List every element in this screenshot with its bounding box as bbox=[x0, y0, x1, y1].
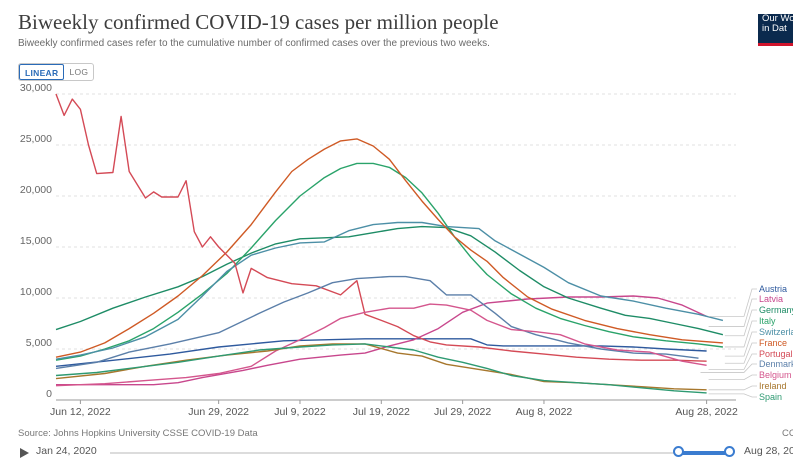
linear-scale-button[interactable]: LINEAR bbox=[19, 64, 65, 80]
series-line-italy bbox=[55, 162, 723, 361]
legend-label-latvia: Latvia bbox=[759, 294, 783, 304]
x-tick-label: Jun 29, 2022 bbox=[188, 406, 249, 418]
y-tick-label: 25,000 bbox=[20, 133, 52, 145]
series-line-germany bbox=[55, 225, 724, 336]
play-icon[interactable] bbox=[20, 448, 29, 458]
series-line-denmark bbox=[55, 275, 699, 370]
legend-label-portugal: Portugal bbox=[759, 349, 793, 359]
series-line-ireland bbox=[55, 343, 707, 391]
legend-label-germany: Germany bbox=[759, 305, 793, 315]
legend-label-belgium: Belgium bbox=[759, 370, 792, 380]
series-line-austria bbox=[55, 338, 707, 367]
x-tick-label: Jul 19, 2022 bbox=[353, 406, 410, 418]
legend-label-denmark: Denmark bbox=[759, 359, 793, 369]
chart-subtitle: Biweekly confirmed cases refer to the cu… bbox=[18, 38, 490, 49]
series-line-switzerland bbox=[55, 221, 724, 360]
series-line-belgium bbox=[55, 303, 707, 387]
y-tick-label: 10,000 bbox=[20, 286, 52, 298]
legend-label-ireland: Ireland bbox=[759, 381, 787, 391]
timeline-end-label: Aug 28, 20 bbox=[744, 445, 793, 457]
logo-line-2: in Dat bbox=[762, 23, 787, 34]
timeline-end-handle[interactable] bbox=[724, 446, 735, 457]
legend-connector bbox=[708, 288, 757, 317]
series-line-france bbox=[55, 138, 723, 358]
x-tick-label: Aug 28, 2022 bbox=[675, 406, 738, 418]
legend-connector bbox=[724, 309, 757, 337]
series-line-spain bbox=[55, 343, 707, 394]
legend-label-austria: Austria bbox=[759, 284, 787, 294]
legend-label-italy: Italy bbox=[759, 316, 776, 326]
legend-connector bbox=[708, 393, 757, 398]
timeline-start-handle[interactable] bbox=[673, 446, 684, 457]
legend-label-switzerland: Switzerland bbox=[759, 327, 793, 337]
timeline-start-label: Jan 24, 2020 bbox=[36, 445, 97, 457]
legend-label-france: France bbox=[759, 338, 787, 348]
license-label: CC bbox=[782, 428, 793, 439]
scale-toggle: LINEAR LOG bbox=[18, 63, 95, 81]
x-tick-label: Jul 29, 2022 bbox=[434, 406, 491, 418]
logo-accent-bar bbox=[758, 43, 793, 46]
series-line-portugal bbox=[55, 93, 707, 362]
legend-connector bbox=[708, 298, 757, 327]
legend-label-spain: Spain bbox=[759, 392, 782, 402]
timeline-selected-range bbox=[679, 451, 731, 455]
owid-logo[interactable]: Our Wo in Dat bbox=[758, 14, 793, 46]
y-tick-label: 5,000 bbox=[26, 337, 52, 349]
legend-connector bbox=[700, 363, 757, 373]
legend-connector bbox=[708, 374, 757, 380]
legend-connector bbox=[724, 342, 757, 364]
logo-line-1: Our Wo bbox=[762, 14, 793, 24]
chart-title: Biweekly confirmed COVID-19 cases per mi… bbox=[18, 10, 499, 34]
timeline-slider: Jan 24, 2020 Aug 28, 20 bbox=[0, 444, 793, 461]
x-tick-label: Jun 12, 2022 bbox=[50, 406, 111, 418]
timeline-track[interactable] bbox=[110, 452, 678, 454]
x-tick-label: Aug 8, 2022 bbox=[516, 406, 573, 418]
y-tick-label: 20,000 bbox=[20, 184, 52, 196]
y-tick-label: 15,000 bbox=[20, 235, 52, 247]
series-line-latvia bbox=[56, 295, 707, 386]
log-scale-button[interactable]: LOG bbox=[69, 67, 89, 77]
x-tick-label: Jul 9, 2022 bbox=[274, 406, 326, 418]
legend-connector bbox=[708, 353, 757, 370]
source-note: Source: Johns Hopkins University CSSE CO… bbox=[18, 428, 258, 439]
legend-connector bbox=[724, 331, 757, 357]
legend-connector bbox=[708, 385, 757, 391]
line-chart: 0 5,000 10,000 15,000 20,000 25,000 30,000 Jun … bbox=[20, 82, 793, 418]
legend-connector bbox=[724, 320, 757, 348]
y-tick-label: 30,000 bbox=[20, 82, 52, 94]
y-tick-label: 0 bbox=[46, 388, 52, 400]
